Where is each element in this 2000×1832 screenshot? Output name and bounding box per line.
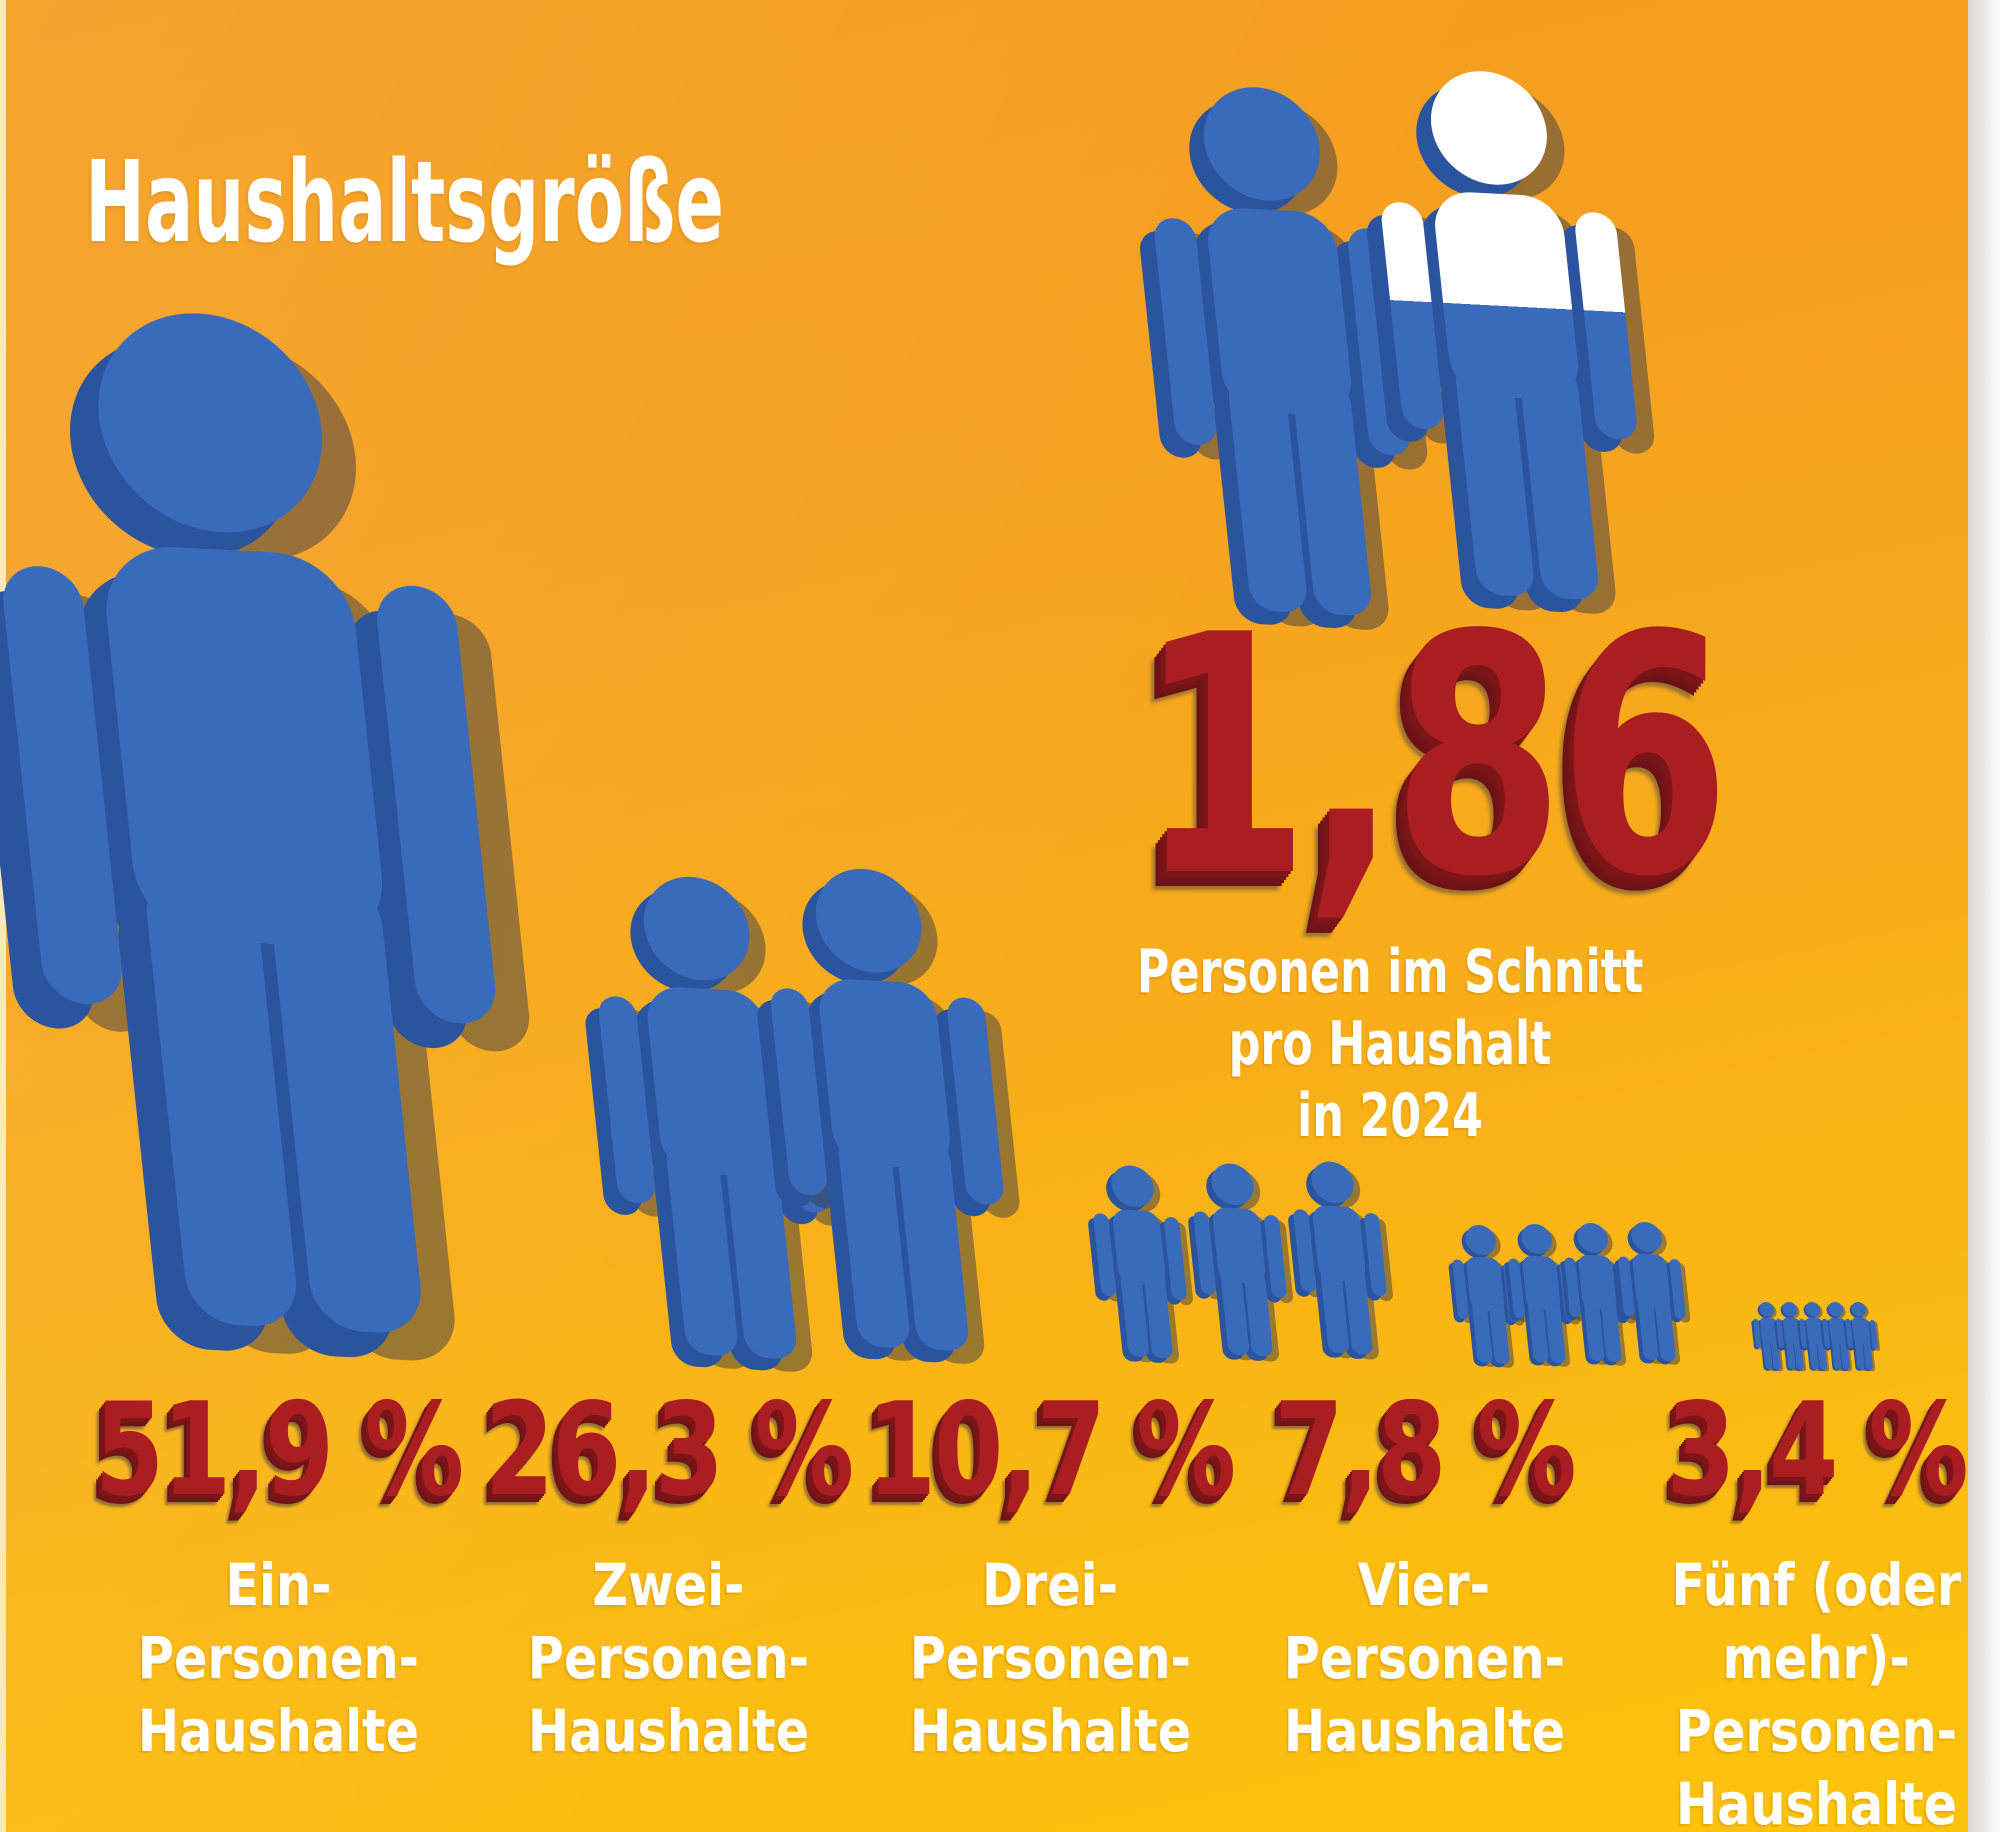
percent-two-person: 26,3 % [484, 1376, 853, 1525]
percent-four-person: 7,8 % [1274, 1376, 1576, 1525]
right-edge-strip [1968, 0, 2000, 1832]
label-four-person: Vier- Personen- Haushalte [1283, 1551, 1565, 1765]
percent-three-person: 10,7 % [866, 1376, 1235, 1525]
label-three-person: Drei- Personen- Haushalte [909, 1551, 1191, 1765]
person-icon [1279, 1154, 1402, 1366]
page-title: Haushaltsgröße [85, 138, 725, 268]
average-caption: Personen im Schnitt pro Haushalt in 2024 [1136, 937, 1644, 1151]
label-two-person: Zwei- Personen- Haushalte [527, 1551, 809, 1765]
percent-five-person: 3,4 % [1666, 1376, 1968, 1525]
person-icon [1840, 1299, 1883, 1373]
person-icon [1608, 1217, 1696, 1370]
label-one-person: Ein- Personen- Haushalte [137, 1551, 419, 1765]
average-value: 1,86 [1137, 565, 1731, 949]
label-five-person: Fünf (oder mehr)- Personen- Haushalte [1671, 1551, 1961, 1832]
person-icon [0, 273, 573, 1395]
percent-one-person: 51,9 % [94, 1376, 463, 1525]
left-edge-strip [0, 0, 6, 1832]
